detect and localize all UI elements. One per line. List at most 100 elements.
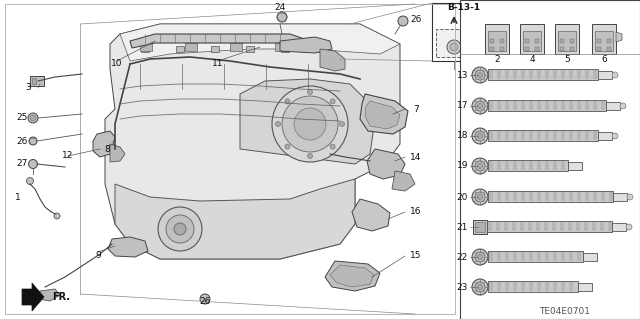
Bar (553, 282, 557, 291)
Bar (585, 192, 589, 201)
Text: 18: 18 (456, 131, 468, 140)
Bar (497, 252, 501, 261)
Circle shape (472, 189, 488, 205)
Bar (436, 29, 472, 57)
Bar (561, 282, 565, 291)
Bar (537, 161, 541, 170)
Bar (520, 222, 524, 231)
Bar (553, 192, 557, 201)
Circle shape (28, 113, 38, 123)
Circle shape (472, 249, 488, 265)
Polygon shape (130, 34, 310, 48)
Text: 26: 26 (410, 14, 422, 24)
Bar (5, 4, 455, 314)
Bar (281, 46, 289, 52)
Bar (561, 131, 565, 140)
Polygon shape (365, 101, 400, 129)
Circle shape (200, 294, 210, 304)
Bar (561, 70, 565, 79)
Text: TE04E0701: TE04E0701 (540, 308, 591, 316)
Bar (211, 46, 219, 52)
Bar (176, 46, 184, 52)
Circle shape (339, 122, 344, 127)
Bar (570, 39, 574, 43)
Bar (577, 70, 581, 79)
Bar (488, 31, 506, 51)
Bar (569, 70, 573, 79)
Bar (521, 131, 525, 140)
Circle shape (620, 103, 626, 109)
Text: 2: 2 (494, 55, 500, 63)
Bar (592, 222, 596, 231)
Bar (30, 76, 44, 86)
Bar (521, 161, 525, 170)
Text: 22: 22 (457, 253, 468, 262)
Bar (497, 101, 501, 110)
Bar (489, 101, 493, 110)
Text: 6: 6 (601, 55, 607, 63)
Circle shape (330, 99, 335, 104)
Bar (570, 47, 574, 51)
Bar (561, 192, 565, 201)
Bar (535, 47, 539, 51)
Circle shape (174, 223, 186, 235)
Bar (544, 222, 548, 231)
Bar (585, 101, 589, 110)
Text: B-13-1: B-13-1 (447, 4, 481, 12)
Polygon shape (110, 144, 125, 162)
Text: 27: 27 (16, 160, 28, 168)
Circle shape (475, 282, 485, 292)
Bar (545, 252, 549, 261)
Bar (553, 70, 557, 79)
Bar (489, 252, 493, 261)
Text: 13: 13 (456, 70, 468, 79)
Bar (275, 43, 287, 51)
Polygon shape (367, 149, 405, 179)
Bar (536, 222, 540, 231)
Bar (569, 131, 573, 140)
Bar (537, 192, 541, 201)
Bar (497, 282, 501, 291)
Bar (525, 47, 529, 51)
Bar (246, 46, 254, 52)
Text: 1: 1 (15, 192, 21, 202)
Circle shape (275, 122, 280, 127)
Circle shape (626, 224, 632, 230)
Bar (513, 70, 517, 79)
Text: 17: 17 (456, 101, 468, 110)
Bar (545, 282, 549, 291)
Text: 26: 26 (16, 137, 28, 145)
Polygon shape (105, 24, 400, 259)
Bar (485, 24, 509, 54)
Circle shape (477, 72, 483, 78)
Text: 16: 16 (410, 207, 422, 217)
Circle shape (477, 164, 483, 168)
Circle shape (612, 72, 618, 78)
Circle shape (29, 160, 38, 168)
Polygon shape (22, 283, 44, 311)
Circle shape (294, 108, 326, 140)
Bar (521, 282, 525, 291)
Text: 26: 26 (199, 298, 211, 307)
Text: FR.: FR. (52, 292, 70, 302)
Circle shape (29, 137, 37, 145)
Circle shape (26, 177, 33, 184)
Bar (569, 101, 573, 110)
Bar (593, 101, 597, 110)
Circle shape (277, 12, 287, 22)
Circle shape (282, 96, 338, 152)
Circle shape (398, 16, 408, 26)
Circle shape (477, 195, 483, 199)
Bar (545, 192, 549, 201)
Bar (528, 222, 532, 231)
Polygon shape (360, 94, 408, 134)
Polygon shape (320, 49, 345, 71)
Bar (593, 70, 597, 79)
Bar (505, 161, 509, 170)
Bar (513, 192, 517, 201)
Bar (513, 131, 517, 140)
Bar (593, 131, 597, 140)
Bar (505, 252, 509, 261)
Bar (512, 222, 516, 231)
Text: 24: 24 (275, 4, 285, 12)
